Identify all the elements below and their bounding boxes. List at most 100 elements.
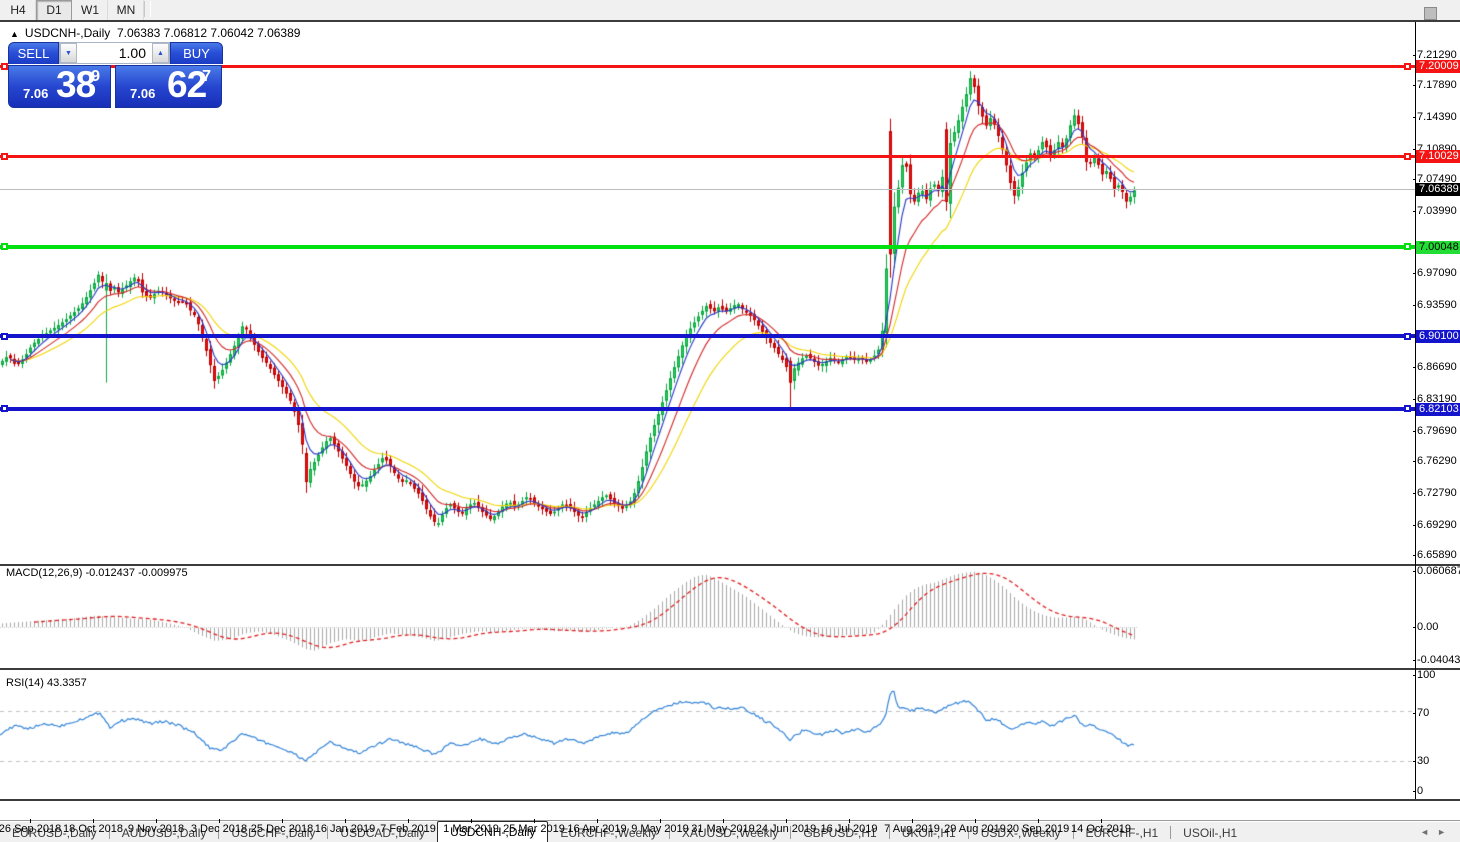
timeframe-toolbar: H4 D1 W1 MN <box>0 0 1460 21</box>
tab-separator <box>967 826 969 839</box>
price-badge-7.00048: 7.00048 <box>1416 240 1460 254</box>
price-badge-6.82103: 6.82103 <box>1416 402 1460 416</box>
resistance-7.20009[interactable] <box>0 64 1415 68</box>
current-price-line[interactable] <box>0 188 1415 190</box>
price-axis-tick: 6.65890 <box>1413 549 1457 562</box>
price-chart-canvas[interactable] <box>0 22 1415 800</box>
date-tick <box>723 819 724 823</box>
date-tick <box>1101 819 1102 823</box>
date-label: 16 Jul 2019 <box>820 823 878 835</box>
volume-input[interactable] <box>77 43 152 63</box>
buy-price-button[interactable]: 7.06 62 7 <box>115 64 222 108</box>
level-7.00048-handle[interactable] <box>1 243 8 251</box>
date-tick <box>597 819 598 823</box>
chart-symbol-period: USDCNH-,Daily <box>24 26 111 40</box>
chart-tab-audusd-daily[interactable]: AUDUSD-,Daily <box>121 826 207 840</box>
price-axis-tick: 6.86690 <box>1413 361 1457 374</box>
sell-price-prefix: 7.06 <box>23 86 49 101</box>
volume-stepper: ▼ ▲ <box>59 42 170 64</box>
price-badge-7.06389: 7.06389 <box>1416 183 1460 197</box>
resistance-7.10029-handle[interactable] <box>1 152 8 160</box>
date-label: 14 Oct 2019 <box>1071 823 1131 835</box>
support-6.90100[interactable] <box>0 334 1415 339</box>
date-label: 7 Aug 2019 <box>884 823 940 835</box>
date-tick <box>408 819 409 823</box>
date-label: 7 Feb 2019 <box>380 823 436 835</box>
chart-tab-eurchf-h1[interactable]: EURCHF-,H1 <box>1085 826 1159 840</box>
collapse-triangle-icon[interactable]: ▲ <box>10 29 19 39</box>
price-axis-tick: 6.97090 <box>1413 267 1457 280</box>
support-6.90100-handle[interactable] <box>1404 332 1411 340</box>
sell-price-pips: 38 <box>56 64 96 105</box>
volume-decrease-icon[interactable]: ▼ <box>60 43 77 63</box>
chart-tab-usoil-h1[interactable]: USOil-,H1 <box>1183 826 1238 840</box>
volume-increase-icon[interactable]: ▲ <box>152 43 169 63</box>
date-tick <box>156 819 157 823</box>
rsi-indicator-label: RSI(14) 43.3357 <box>6 677 87 689</box>
tab-separator <box>1170 826 1172 839</box>
date-label: 16 Jan 2019 <box>314 823 376 835</box>
support-6.82103-handle[interactable] <box>1 405 8 413</box>
date-label: 25 Mar 2019 <box>503 823 565 835</box>
chart-ohlc-values: 7.06383 7.06812 7.06042 7.06389 <box>116 26 301 40</box>
date-label: 9 May 2019 <box>631 823 689 835</box>
date-tick <box>975 819 976 823</box>
timeframe-button-mn[interactable]: MN <box>108 0 144 21</box>
price-axis-tick: 7.21290 <box>1413 48 1457 61</box>
buy-button[interactable]: BUY <box>170 42 223 64</box>
chart-tab-usdcnh-daily[interactable]: USDCNH-,Daily <box>437 821 549 842</box>
chart-tab-xauusd-weekly[interactable]: XAUUSD-,Weekly <box>681 826 779 840</box>
date-tick <box>660 819 661 823</box>
date-label: 18 Oct 2018 <box>63 823 123 835</box>
level-7.00048[interactable] <box>0 244 1415 249</box>
sell-button[interactable]: SELL <box>8 42 59 64</box>
date-tick <box>912 819 913 823</box>
date-tick <box>219 819 220 823</box>
tab-scroll-right-icon[interactable]: ► <box>1437 827 1454 837</box>
buy-price-pips: 62 <box>167 64 207 105</box>
resistance-7.20009-handle[interactable] <box>1404 62 1411 70</box>
price-axis-tick: 7.14390 <box>1413 110 1457 123</box>
price-axis-tick: 6.76290 <box>1413 455 1457 468</box>
price-badge-7.20009: 7.20009 <box>1416 60 1460 74</box>
support-6.82103-handle[interactable] <box>1404 405 1411 413</box>
tab-separator <box>888 826 890 839</box>
chart-tab-eurchf-weekly[interactable]: EURCHF-,Weekly <box>560 826 657 840</box>
support-6.90100-handle[interactable] <box>1 332 8 340</box>
tab-scroll-left-icon[interactable]: ◄ <box>1420 827 1438 837</box>
chart-tab-bar: EURUSD-,Daily AUDUSD-,Daily USDCHF-,Daily U… <box>0 820 1460 842</box>
chart-tab-ukoil-h1[interactable]: UKOil-,H1 <box>901 826 956 840</box>
date-label: 9 Nov 2018 <box>127 823 185 835</box>
chart-tab-usdcad-daily[interactable]: USDCAD-,Daily <box>340 826 426 840</box>
price-axis-border <box>1415 22 1416 799</box>
buy-price-point: 7 <box>202 68 211 85</box>
price-axis-tick: 6.69290 <box>1413 518 1457 531</box>
date-tick <box>471 819 472 823</box>
tab-scroll-arrows[interactable]: ◄► <box>1420 827 1454 837</box>
date-label: 24 Jun 2019 <box>755 823 817 835</box>
timeframe-button-w1[interactable]: W1 <box>72 0 108 21</box>
tab-separator <box>108 826 110 839</box>
timeframe-button-d1[interactable]: D1 <box>36 0 72 21</box>
toolbar-grip <box>1424 7 1437 20</box>
date-tick <box>345 819 346 823</box>
rsi-axis-tick: 100 <box>1412 669 1436 681</box>
support-6.82103[interactable] <box>0 406 1415 411</box>
chart-tab-usdx-weekly[interactable]: USDX-,Weekly <box>980 826 1061 840</box>
tab-separator <box>668 826 670 839</box>
chart-tab-gbpusd-h1[interactable]: GBPUSD-,H1 <box>803 826 877 840</box>
sell-price-point: 9 <box>91 68 100 85</box>
date-label: 25 Dec 2018 <box>250 823 314 835</box>
chart-tab-eurusd-daily[interactable]: EURUSD-,Daily <box>12 826 97 840</box>
chart-tab-usdchf-daily[interactable]: USDCHF-,Daily <box>231 826 316 840</box>
resistance-7.10029[interactable] <box>0 154 1415 158</box>
timeframe-button-h4[interactable]: H4 <box>0 0 36 21</box>
resistance-7.20009-handle[interactable] <box>1 62 8 70</box>
price-badge-6.90100: 6.90100 <box>1416 330 1460 344</box>
macd-indicator-label: MACD(12,26,9) -0.012437 -0.009975 <box>6 567 188 579</box>
level-7.00048-handle[interactable] <box>1404 243 1411 251</box>
date-label: 29 Aug 2019 <box>944 823 1006 835</box>
resistance-7.10029-handle[interactable] <box>1404 152 1411 160</box>
sell-price-button[interactable]: 7.06 38 9 <box>8 64 111 108</box>
